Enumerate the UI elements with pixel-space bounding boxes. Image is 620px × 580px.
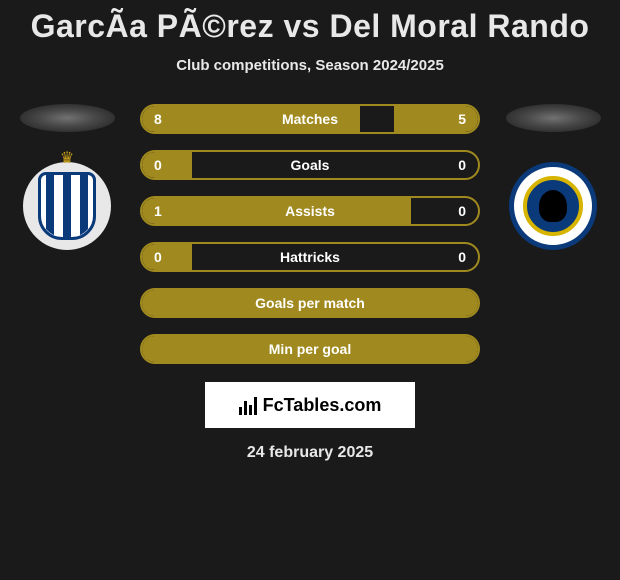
team-badge-right (509, 162, 597, 250)
stat-row: 8 Matches 5 (140, 104, 480, 134)
stat-value-left: 1 (154, 203, 162, 219)
stat-value-right: 0 (458, 203, 466, 219)
player-right-col (498, 104, 608, 250)
watermark-text: FcTables.com (263, 395, 382, 416)
bar-chart-icon (239, 395, 257, 415)
stat-fill-left (142, 198, 411, 224)
badge-right-ring (523, 176, 583, 236)
comparison-card: GarcÃ­a PÃ©rez vs Del Moral Rando Club c… (0, 0, 620, 580)
stat-value-right: 0 (458, 157, 466, 173)
stat-row: 1 Assists 0 (140, 196, 480, 226)
stats-column: 8 Matches 5 0 Goals 0 1 Assists 0 0 Hattricks 0 Goal… (140, 104, 480, 364)
hercules-head-icon (539, 190, 567, 222)
stat-label: Assists (285, 203, 335, 219)
crown-icon: ♛ (60, 148, 74, 168)
date-label: 24 february 2025 (247, 444, 373, 462)
stat-value-left: 0 (154, 249, 162, 265)
watermark: FcTables.com (205, 382, 415, 428)
page-title: GarcÃ­a PÃ©rez vs Del Moral Rando (31, 8, 590, 45)
stat-row: 0 Hattricks 0 (140, 242, 480, 272)
stat-row: 0 Goals 0 (140, 150, 480, 180)
player-left-shadow (20, 104, 115, 132)
stripes-icon (41, 175, 93, 237)
stat-row: Min per goal (140, 334, 480, 364)
stat-label: Min per goal (269, 341, 351, 357)
stat-label: Hattricks (280, 249, 340, 265)
player-left-col: ♛ (12, 104, 122, 250)
stat-row: Goals per match (140, 288, 480, 318)
player-right-shadow (506, 104, 601, 132)
stat-fill-left (142, 152, 192, 178)
shield-icon (38, 172, 96, 240)
stat-label: Goals (291, 157, 330, 173)
page-subtitle: Club competitions, Season 2024/2025 (176, 57, 444, 74)
stat-value-left: 8 (154, 111, 162, 127)
stat-value-left: 0 (154, 157, 162, 173)
stat-value-right: 5 (458, 111, 466, 127)
stat-fill-left (142, 244, 192, 270)
stat-value-right: 0 (458, 249, 466, 265)
team-badge-left: ♛ (23, 162, 111, 250)
stat-label: Goals per match (255, 295, 365, 311)
stat-label: Matches (282, 111, 338, 127)
comparison-area: ♛ 8 Matches 5 0 Goals 0 1 Assists 0 0 Hattricks 0 Go… (0, 104, 620, 364)
